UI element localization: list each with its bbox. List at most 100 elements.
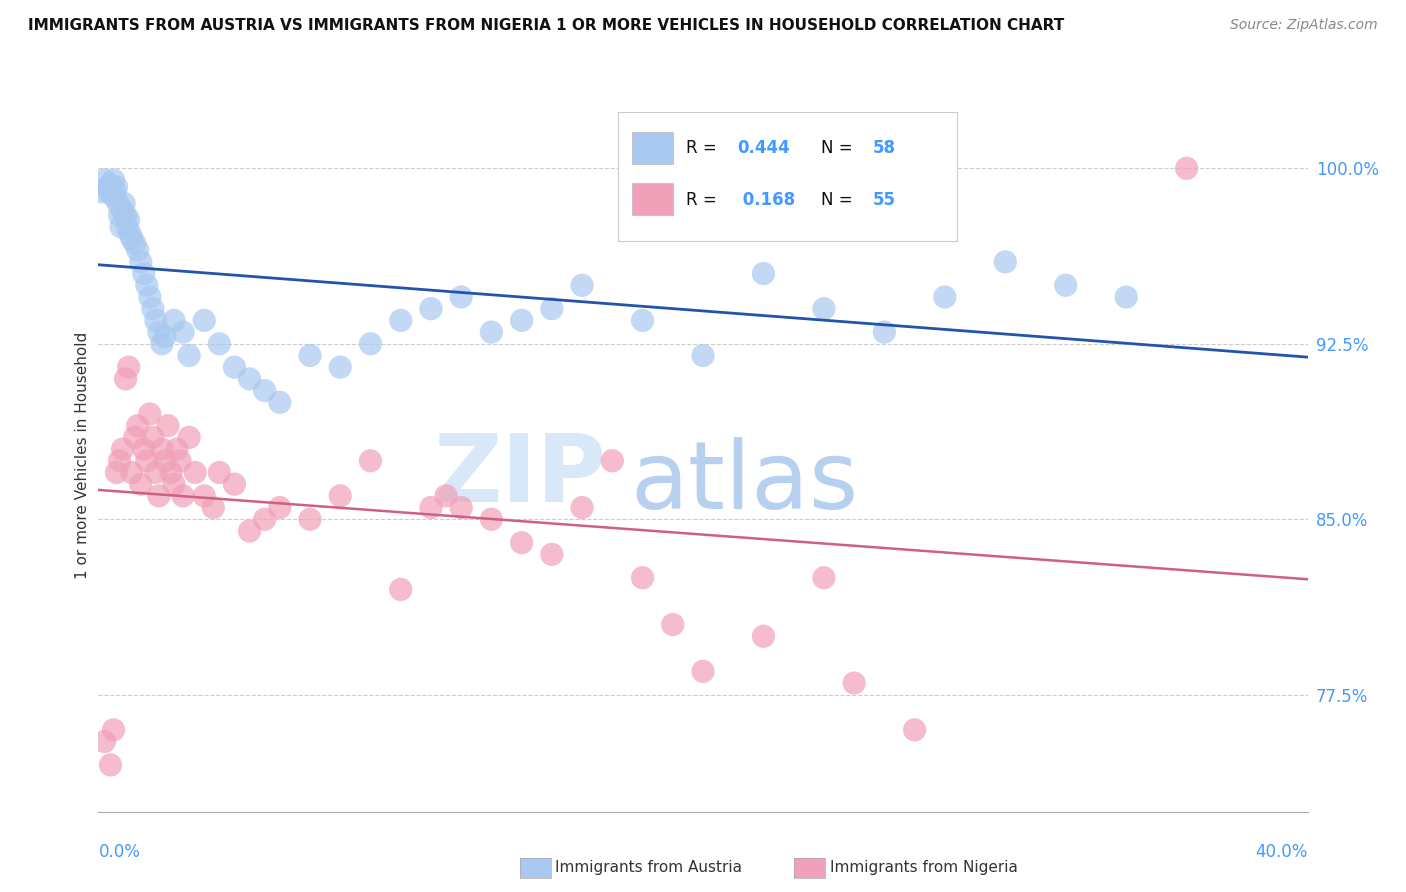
Point [96, 180, 118, 194]
Point [224, 477, 246, 491]
Point [148, 489, 170, 503]
Point [100, 758, 122, 772]
Text: 40.0%: 40.0% [1256, 843, 1308, 861]
Point [450, 500, 472, 515]
Point [153, 454, 176, 468]
Point [692, 349, 714, 363]
Point [115, 219, 138, 234]
Point [156, 418, 179, 433]
Point [813, 301, 835, 316]
Point [90, 185, 112, 199]
Point [193, 313, 215, 327]
Point [184, 466, 207, 480]
Point [1054, 278, 1077, 293]
Point [105, 180, 128, 194]
Point [150, 336, 173, 351]
Point [172, 489, 194, 503]
Point [132, 442, 155, 456]
Text: 0.0%: 0.0% [98, 843, 141, 861]
Point [145, 466, 167, 480]
Point [114, 208, 136, 222]
Point [844, 676, 866, 690]
Point [103, 173, 125, 187]
Point [631, 313, 654, 327]
Text: ZIP: ZIP [433, 430, 606, 523]
Point [1115, 290, 1137, 304]
Point [202, 500, 225, 515]
Point [360, 454, 382, 468]
Point [112, 196, 135, 211]
Point [169, 454, 191, 468]
Point [389, 313, 412, 327]
Point [208, 336, 231, 351]
Point [208, 466, 231, 480]
Point [103, 189, 125, 203]
Point [813, 571, 835, 585]
Point [172, 325, 194, 339]
Point [179, 349, 201, 363]
Point [904, 723, 927, 737]
Point [481, 512, 503, 526]
Point [127, 418, 149, 433]
Point [142, 430, 165, 444]
Point [239, 372, 262, 386]
Y-axis label: 1 or more Vehicles in Household: 1 or more Vehicles in Household [75, 331, 90, 579]
Point [100, 178, 122, 192]
Point [93, 734, 115, 748]
Text: IMMIGRANTS FROM AUSTRIA VS IMMIGRANTS FROM NIGERIA 1 OR MORE VEHICLES IN HOUSEHO: IMMIGRANTS FROM AUSTRIA VS IMMIGRANTS FR… [28, 18, 1064, 33]
Point [111, 203, 134, 218]
Point [110, 219, 132, 234]
Point [253, 384, 276, 398]
Point [145, 313, 167, 327]
Point [360, 336, 382, 351]
Point [994, 255, 1017, 269]
Point [139, 407, 162, 421]
Point [108, 454, 131, 468]
Point [1175, 161, 1198, 176]
Point [104, 185, 127, 199]
Text: Immigrants from Nigeria: Immigrants from Nigeria [830, 861, 1018, 875]
Point [389, 582, 412, 597]
Point [121, 466, 143, 480]
Point [118, 212, 141, 227]
Point [571, 500, 593, 515]
Point [98, 185, 121, 199]
Point [752, 629, 775, 643]
Point [105, 466, 128, 480]
Text: Source: ZipAtlas.com: Source: ZipAtlas.com [1230, 18, 1378, 32]
Point [934, 290, 956, 304]
Text: Immigrants from Austria: Immigrants from Austria [555, 861, 742, 875]
Point [139, 290, 162, 304]
Point [269, 500, 291, 515]
Point [135, 278, 157, 293]
Text: atlas: atlas [630, 437, 859, 530]
Point [481, 325, 503, 339]
Point [120, 227, 142, 241]
Point [329, 360, 352, 375]
Point [752, 267, 775, 281]
Point [111, 442, 134, 456]
Point [127, 243, 149, 257]
Point [124, 430, 146, 444]
Point [692, 665, 714, 679]
Point [118, 360, 141, 375]
Point [602, 454, 624, 468]
Point [873, 325, 896, 339]
Point [661, 617, 683, 632]
Point [132, 267, 155, 281]
Point [163, 313, 186, 327]
Point [631, 571, 654, 585]
Point [269, 395, 291, 409]
Point [107, 196, 129, 211]
Point [224, 360, 246, 375]
Point [179, 430, 201, 444]
Point [420, 500, 443, 515]
Point [108, 208, 131, 222]
Point [434, 489, 457, 503]
Point [142, 301, 165, 316]
Point [135, 454, 157, 468]
Point [148, 325, 170, 339]
Point [124, 236, 146, 251]
Point [450, 290, 472, 304]
Point [510, 535, 533, 549]
